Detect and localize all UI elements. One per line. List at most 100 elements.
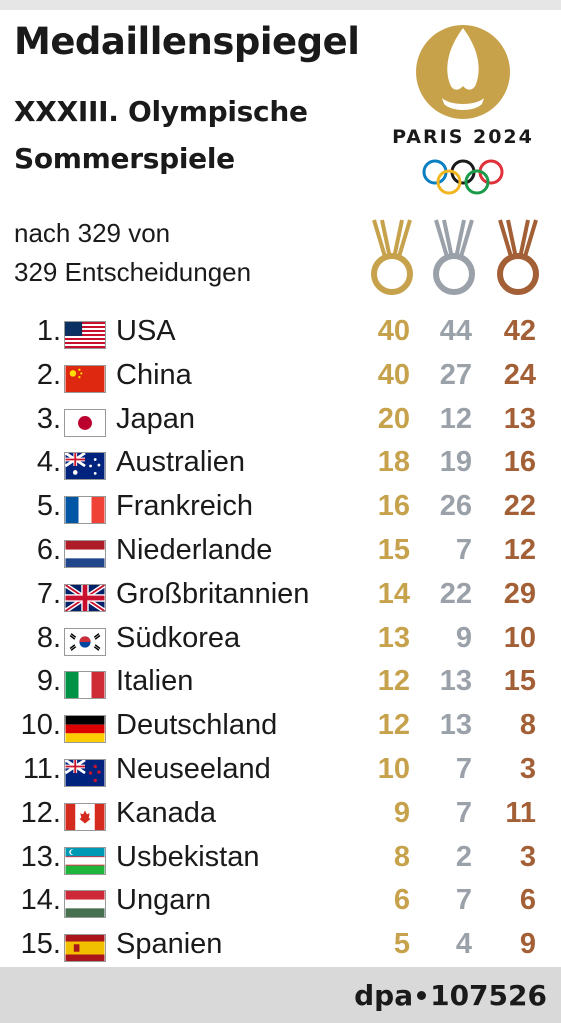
gold-count: 18 (377, 446, 410, 479)
table-row: 7. Großbritannien 14 22 29 (0, 576, 561, 620)
medal-icons (371, 219, 539, 295)
table-row: 4. Australien 18 19 16 (0, 444, 561, 488)
country-name: Kanada (116, 796, 216, 829)
paris-2024-logo-icon (416, 25, 510, 195)
logo-text: PARIS 2024 (392, 126, 534, 148)
silver-medal-icon (433, 219, 475, 295)
dpa-credit: dpa 107526 (354, 979, 547, 1012)
olympic-rings-icon (422, 159, 504, 195)
netherlands-flag-icon (64, 539, 106, 568)
rank: 13. (20, 840, 61, 873)
table-row: 2. China 40 27 24 (0, 357, 561, 401)
table-row: 10. Deutschland 12 13 8 (0, 707, 561, 751)
gold-count: 40 (377, 358, 410, 391)
gold-count: 12 (377, 709, 410, 742)
rank: 3. (36, 402, 61, 435)
silver-count: 27 (439, 358, 472, 391)
table-row: 6. Niederlande 15 7 12 (0, 532, 561, 576)
table-row: 9. Italien 12 13 15 (0, 663, 561, 707)
brand-left: dpa (354, 979, 414, 1012)
top-strip (0, 0, 561, 10)
gold-medal-icon (371, 219, 413, 295)
table-row: 11. Neuseeland 10 7 3 (0, 751, 561, 795)
table-row: 1. USA 40 44 42 (0, 313, 561, 357)
germany-flag-icon (64, 715, 106, 744)
silver-count: 7 (455, 752, 472, 785)
country-name: Japan (116, 402, 196, 435)
decisions-note-line-1: nach 329 von (14, 218, 171, 248)
gold-count: 8 (393, 840, 410, 873)
gold-count: 5 (393, 928, 410, 961)
bronze-count: 11 (505, 796, 536, 829)
brand-dot (417, 990, 427, 1000)
silver-count: 12 (439, 402, 472, 435)
rank: 14. (20, 884, 61, 917)
korea-flag-icon (64, 627, 106, 656)
table-row: 12. Kanada 9 7 11 (0, 795, 561, 839)
country-name: Deutschland (116, 709, 278, 742)
country-name: Usbekistan (116, 840, 260, 873)
silver-count: 44 (439, 315, 472, 347)
silver-count: 13 (439, 665, 472, 698)
gold-count: 12 (377, 665, 410, 698)
subtitle-line-1: XXXIII. Olympische (14, 95, 308, 128)
footer: dpa 107526 (0, 967, 561, 1023)
bronze-count: 29 (503, 577, 536, 610)
bronze-count: 16 (503, 446, 536, 479)
italy-flag-icon (64, 671, 106, 700)
table-row: 15. Spanien 5 4 9 (0, 926, 561, 970)
country-name: Ungarn (116, 884, 212, 917)
rank: 1. (36, 315, 61, 347)
gold-count: 6 (393, 884, 410, 917)
rank: 4. (36, 446, 61, 479)
bronze-count: 6 (519, 884, 536, 917)
medal-table: 1. USA 40 44 42 2. China 40 27 24 3. Japan 20 12 13 4. A… (0, 313, 561, 970)
brand-right: 107526 (430, 979, 547, 1012)
rank: 15. (20, 928, 61, 961)
bronze-count: 15 (503, 665, 536, 698)
bronze-count: 22 (503, 490, 536, 523)
newzealand-flag-icon (64, 758, 106, 787)
silver-count: 9 (455, 621, 472, 654)
bronze-count: 24 (503, 358, 536, 391)
subtitle-line-2: Sommerspiele (14, 142, 235, 175)
gold-count: 13 (377, 621, 410, 654)
bronze-count: 8 (519, 709, 536, 742)
hungary-flag-icon (64, 890, 106, 919)
bronze-count: 12 (503, 533, 536, 566)
rank: 8. (36, 621, 61, 654)
rank: 12. (20, 796, 61, 829)
country-name: Italien (116, 665, 194, 698)
canada-flag-icon (64, 802, 106, 831)
bronze-count: 3 (519, 840, 536, 873)
bronze-count: 42 (503, 315, 536, 347)
table-row: 3. Japan 20 12 13 (0, 401, 561, 445)
china-flag-icon (64, 364, 106, 393)
gold-count: 14 (377, 577, 410, 610)
silver-count: 7 (455, 796, 472, 829)
rank: 2. (36, 358, 61, 391)
country-name: USA (116, 315, 176, 347)
silver-count: 7 (455, 884, 472, 917)
decisions-note-line-2: 329 Entscheidungen (14, 257, 252, 287)
uk-flag-icon (64, 583, 106, 612)
gold-count: 40 (377, 315, 410, 347)
bronze-count: 10 (503, 621, 536, 654)
japan-flag-icon (64, 408, 106, 437)
usa-flag-icon (64, 321, 106, 349)
gold-count: 9 (393, 796, 410, 829)
page-title: Medaillenspiegel (14, 20, 360, 63)
country-name: Großbritannien (116, 577, 310, 610)
gold-count: 10 (377, 752, 410, 785)
silver-count: 4 (455, 928, 472, 961)
silver-count: 26 (439, 490, 472, 523)
table-row: 13. Usbekistan 8 2 3 (0, 839, 561, 883)
bronze-count: 9 (519, 928, 536, 961)
uzbekistan-flag-icon (64, 846, 106, 875)
spain-flag-icon (64, 934, 106, 963)
table-row: 8. Südkorea 13 9 10 (0, 620, 561, 664)
silver-count: 7 (455, 533, 472, 566)
silver-count: 13 (439, 709, 472, 742)
bronze-count: 13 (503, 402, 536, 435)
bronze-count: 3 (519, 752, 536, 785)
